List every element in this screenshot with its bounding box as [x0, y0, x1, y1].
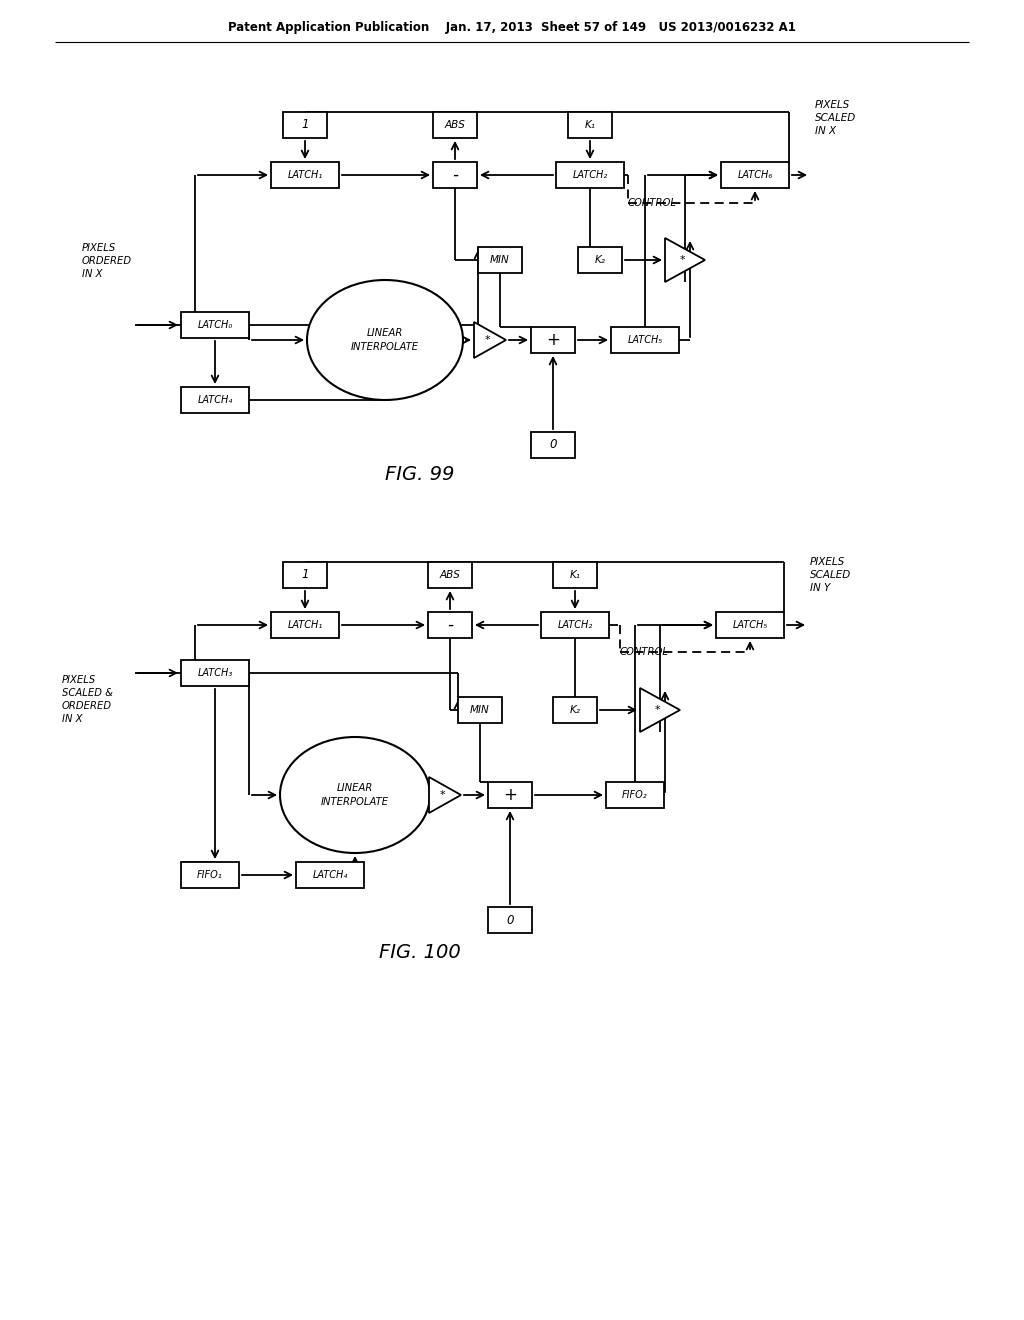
- Polygon shape: [665, 238, 705, 282]
- Text: LATCH₃: LATCH₃: [198, 668, 232, 678]
- Text: INTERPOLATE: INTERPOLATE: [321, 797, 389, 807]
- Text: -: -: [452, 166, 458, 183]
- Bar: [181, 660, 249, 686]
- Bar: [568, 112, 612, 139]
- Bar: [181, 312, 249, 338]
- Bar: [488, 907, 532, 933]
- Text: *: *: [439, 789, 444, 800]
- Bar: [428, 562, 472, 587]
- Text: *: *: [679, 255, 685, 265]
- Text: -: -: [447, 616, 453, 634]
- Text: +: +: [503, 785, 517, 804]
- Text: K₁: K₁: [585, 120, 595, 129]
- Text: PIXELS: PIXELS: [810, 557, 845, 568]
- Text: LATCH₅: LATCH₅: [732, 620, 768, 630]
- Text: FIG. 99: FIG. 99: [385, 466, 455, 484]
- Text: SCALED: SCALED: [810, 570, 851, 579]
- Text: MIN: MIN: [470, 705, 489, 715]
- Bar: [541, 612, 609, 638]
- Text: LATCH₆: LATCH₆: [737, 170, 773, 180]
- Text: SCALED: SCALED: [815, 114, 856, 123]
- Bar: [433, 112, 477, 139]
- Polygon shape: [640, 688, 680, 733]
- Text: IN X: IN X: [815, 125, 837, 136]
- Bar: [716, 612, 784, 638]
- Ellipse shape: [307, 280, 463, 400]
- Text: Patent Application Publication    Jan. 17, 2013  Sheet 57 of 149   US 2013/00162: Patent Application Publication Jan. 17, …: [228, 21, 796, 33]
- Text: K₁: K₁: [569, 570, 581, 579]
- Text: LATCH₂: LATCH₂: [572, 170, 607, 180]
- Text: PIXELS: PIXELS: [815, 100, 850, 110]
- Bar: [553, 562, 597, 587]
- Text: ORDERED: ORDERED: [82, 256, 132, 267]
- Text: LATCH₅: LATCH₅: [628, 335, 663, 345]
- Bar: [283, 112, 327, 139]
- Text: PIXELS: PIXELS: [82, 243, 117, 253]
- Text: CONTROL: CONTROL: [628, 198, 677, 209]
- Text: IN Y: IN Y: [810, 583, 830, 593]
- Text: FIG. 100: FIG. 100: [379, 942, 461, 961]
- Bar: [433, 162, 477, 187]
- Text: K₂: K₂: [569, 705, 581, 715]
- Text: LATCH₁: LATCH₁: [288, 620, 323, 630]
- Polygon shape: [474, 322, 506, 358]
- Bar: [611, 327, 679, 352]
- Text: 1: 1: [301, 119, 309, 132]
- Bar: [531, 327, 575, 352]
- Bar: [283, 562, 327, 587]
- Bar: [181, 387, 249, 413]
- Text: LATCH₄: LATCH₄: [312, 870, 347, 880]
- Bar: [578, 247, 622, 273]
- Text: ORDERED: ORDERED: [62, 701, 112, 711]
- Bar: [296, 862, 364, 888]
- Text: LATCH₁: LATCH₁: [288, 170, 323, 180]
- Text: FIFO₂: FIFO₂: [623, 789, 648, 800]
- Text: MIN: MIN: [490, 255, 510, 265]
- Ellipse shape: [280, 737, 430, 853]
- Text: ABS: ABS: [439, 570, 461, 579]
- Bar: [553, 697, 597, 723]
- Text: LINEAR: LINEAR: [337, 783, 373, 793]
- Text: LATCH₄: LATCH₄: [198, 395, 232, 405]
- Text: LATCH₂: LATCH₂: [557, 620, 593, 630]
- Bar: [721, 162, 790, 187]
- Text: *: *: [654, 705, 659, 715]
- Bar: [488, 781, 532, 808]
- Text: LATCH₀: LATCH₀: [198, 319, 232, 330]
- Text: 1: 1: [301, 569, 309, 582]
- Bar: [556, 162, 624, 187]
- Text: IN X: IN X: [82, 269, 102, 279]
- Bar: [478, 247, 522, 273]
- Bar: [458, 697, 502, 723]
- Text: SCALED &: SCALED &: [62, 688, 113, 698]
- Text: CONTROL: CONTROL: [620, 647, 669, 657]
- Text: ABS: ABS: [444, 120, 466, 129]
- Text: +: +: [546, 331, 560, 348]
- Text: FIFO₁: FIFO₁: [198, 870, 223, 880]
- Bar: [531, 432, 575, 458]
- Text: 0: 0: [549, 438, 557, 451]
- Text: IN X: IN X: [62, 714, 83, 723]
- Text: *: *: [484, 335, 489, 345]
- Text: PIXELS: PIXELS: [62, 675, 96, 685]
- Text: K₂: K₂: [595, 255, 605, 265]
- Bar: [271, 612, 339, 638]
- Bar: [606, 781, 664, 808]
- Polygon shape: [429, 777, 461, 813]
- Bar: [181, 862, 239, 888]
- Text: LINEAR: LINEAR: [367, 327, 403, 338]
- Text: INTERPOLATE: INTERPOLATE: [351, 342, 419, 352]
- Bar: [271, 162, 339, 187]
- Bar: [428, 612, 472, 638]
- Text: 0: 0: [506, 913, 514, 927]
